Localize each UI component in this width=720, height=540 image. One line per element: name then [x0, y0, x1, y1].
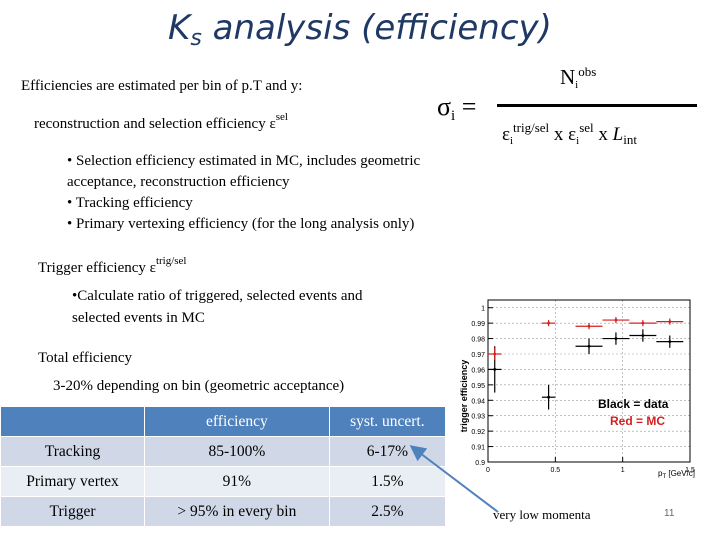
- trigger-efficiency-plot: 0.9 0.91 0.92 0.93 0.94 0.95 0.96 0.97 0.98 0.99 1…: [459, 299, 695, 480]
- y-tick-label: 0.97: [471, 352, 485, 359]
- formula-denominator: εitrig/sel x εisel x Lint: [502, 120, 637, 147]
- y-tick-label: 0.9: [475, 460, 485, 467]
- table-header-row: efficiency syst. uncert.: [0, 406, 447, 437]
- legend-mc: Red = MC: [610, 414, 665, 428]
- total-range: 3-20% depending on bin (geometric accept…: [53, 378, 345, 394]
- table-cell: Trigger: [0, 496, 146, 527]
- y-tick-label: 0.99: [471, 321, 485, 328]
- reco-sel-text: reconstruction and selection efficiency …: [34, 111, 288, 132]
- table-cell: Primary vertex: [0, 466, 146, 497]
- x-tick-label: 1: [621, 467, 625, 474]
- note-text: very low momenta: [493, 507, 591, 522]
- table-row: Tracking 85-100% 6-17%: [0, 436, 447, 467]
- data-point: [641, 334, 645, 337]
- y-tick-label: 1: [481, 306, 485, 313]
- y-tick-label: 0.92: [471, 429, 485, 436]
- data-point: [587, 344, 591, 348]
- y-tick-label: 0.95: [471, 383, 485, 390]
- x-tick-label: 0: [486, 467, 490, 474]
- data-point: [668, 340, 672, 344]
- mc-point: [587, 324, 591, 328]
- intro-text: Efficiencies are estimated per bin of p.…: [21, 78, 303, 94]
- x-tick-label: 1.5: [685, 467, 695, 474]
- table-cell: 91%: [144, 466, 330, 497]
- table-cell: 2.5%: [328, 496, 447, 527]
- mc-point: [493, 352, 497, 356]
- trigger-heading: Trigger efficiency εtrig/sel: [38, 255, 187, 276]
- data-point: [493, 368, 497, 371]
- data-point: [547, 395, 550, 399]
- table-header-cell: efficiency: [144, 406, 330, 437]
- y-tick-label: 0.91: [471, 445, 485, 452]
- mc-point: [547, 321, 550, 325]
- fraction-line: [497, 104, 697, 107]
- y-axis-label: trigger efficiency: [459, 360, 469, 433]
- mc-point: [641, 321, 645, 325]
- data-point: [614, 337, 618, 340]
- mc-point: [614, 318, 618, 322]
- table-cell: > 95% in every bin: [144, 496, 330, 527]
- bullet-vertexing: • Primary vertexing efficiency (for the …: [67, 216, 415, 232]
- trigger-bullet-cont: selected events in MC: [72, 310, 205, 326]
- plot-frame: [487, 299, 691, 463]
- x-tick-label: 0.5: [550, 467, 560, 474]
- table-header-cell: [0, 406, 146, 437]
- y-tick-label: 0.93: [471, 414, 485, 421]
- x-axis-label: pT [GeV/c]: [658, 469, 695, 480]
- y-tick-label: 0.96: [471, 367, 485, 374]
- legend-data: Black = data: [598, 397, 669, 411]
- table-cell: 1.5%: [328, 466, 447, 497]
- bullet-selection-cont: acceptance, reconstruction efficiency: [67, 174, 290, 190]
- formula-numerator: Niobs: [560, 64, 597, 91]
- y-tick-label: 0.94: [471, 398, 485, 405]
- pointer-arrow: [409, 445, 499, 513]
- total-heading: Total efficiency: [38, 350, 133, 366]
- bullet-selection: • Selection efficiency estimated in MC, …: [67, 153, 421, 169]
- table-row: Trigger > 95% in every bin 2.5%: [0, 496, 447, 527]
- y-tick-label: 0.98: [471, 337, 485, 344]
- page-title: Ks analysis (efficiency): [168, 8, 552, 51]
- sigma-symbol: σ: [437, 92, 452, 121]
- page-number: 11: [664, 508, 675, 519]
- table-cell: 85-100%: [144, 436, 330, 467]
- efficiency-table: efficiency syst. uncert. Tracking 85-100…: [0, 406, 447, 527]
- mc-point: [668, 320, 672, 323]
- table-cell: Tracking: [0, 436, 146, 467]
- table-row: Primary vertex 91% 1.5%: [0, 466, 447, 497]
- table-header-cell: syst. uncert.: [328, 406, 447, 437]
- trigger-bullet: •Calculate ratio of triggered, selected …: [72, 288, 363, 304]
- bullet-tracking: • Tracking efficiency: [67, 195, 193, 211]
